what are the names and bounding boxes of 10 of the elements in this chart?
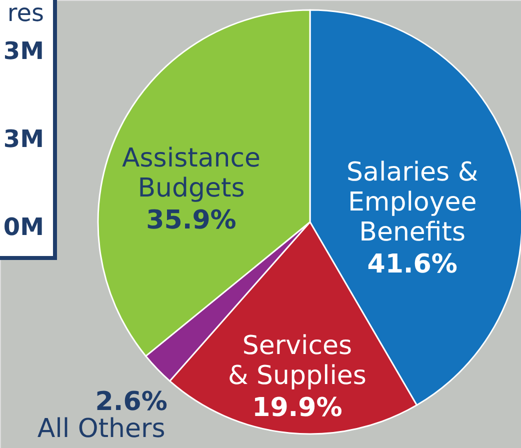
text: 3M <box>3 37 44 65</box>
slice-label: Services & Supplies <box>228 330 366 391</box>
text: res <box>7 0 44 27</box>
slice-label: Assistance Budgets <box>122 144 261 204</box>
text: 3M <box>3 125 44 153</box>
data-label: 41.6% <box>367 249 458 280</box>
slice-label: Salaries & Employee Benefits <box>346 157 478 248</box>
text: 0M <box>3 213 44 241</box>
data-label: 35.9% <box>146 206 236 236</box>
data-label: 19.9% <box>252 392 342 423</box>
